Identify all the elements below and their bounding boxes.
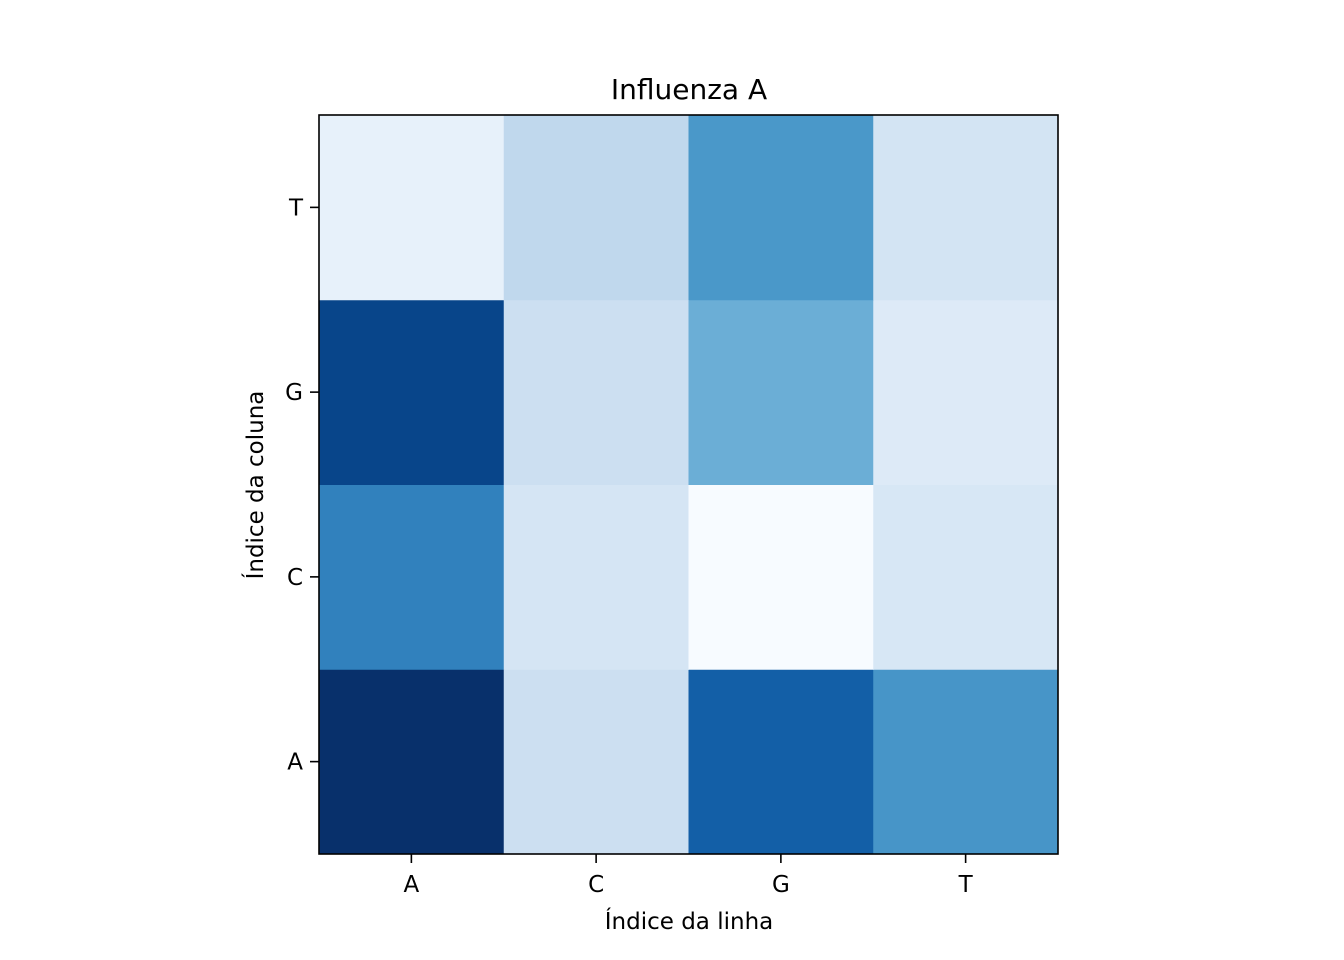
y-tick-label: C [287,565,303,591]
heatmap-cell-A-C [503,669,689,855]
heatmap-cell-C-A [319,484,505,670]
heatmap-cell-A-T [873,669,1059,855]
chart-title: Influenza A [611,73,767,106]
heatmap-cell-G-C [503,299,689,485]
y-tick-label: G [285,380,303,406]
heatmap-cells [319,115,1059,855]
x-axis-label: Índice da linha [605,907,774,935]
heatmap-cell-A-A [319,669,505,855]
heatmap-cell-C-G [688,484,874,670]
y-axis-label: Índice da coluna [241,391,269,580]
x-tick-label: C [588,872,604,898]
heatmap-cell-T-G [688,115,874,301]
heatmap-cell-C-T [873,484,1059,670]
plot-frame [318,114,1059,855]
heatmap-cell-A-G [688,669,874,855]
heatmap-cell-G-G [688,299,874,485]
heatmap-cell-G-A [319,299,505,485]
heatmap-cell-T-C [503,115,689,301]
y-tick-label: A [287,750,303,776]
heatmap-cell-T-A [319,115,505,301]
y-axis-ticks: A C G T [285,195,319,776]
heatmap-cell-C-C [503,484,689,670]
x-tick-label: A [404,872,420,898]
x-tick-label: T [958,872,974,898]
heatmap-cell-G-T [873,299,1059,485]
x-tick-label: G [772,872,790,898]
y-tick-label: T [288,195,304,221]
heatmap-cell-T-T [873,115,1059,301]
